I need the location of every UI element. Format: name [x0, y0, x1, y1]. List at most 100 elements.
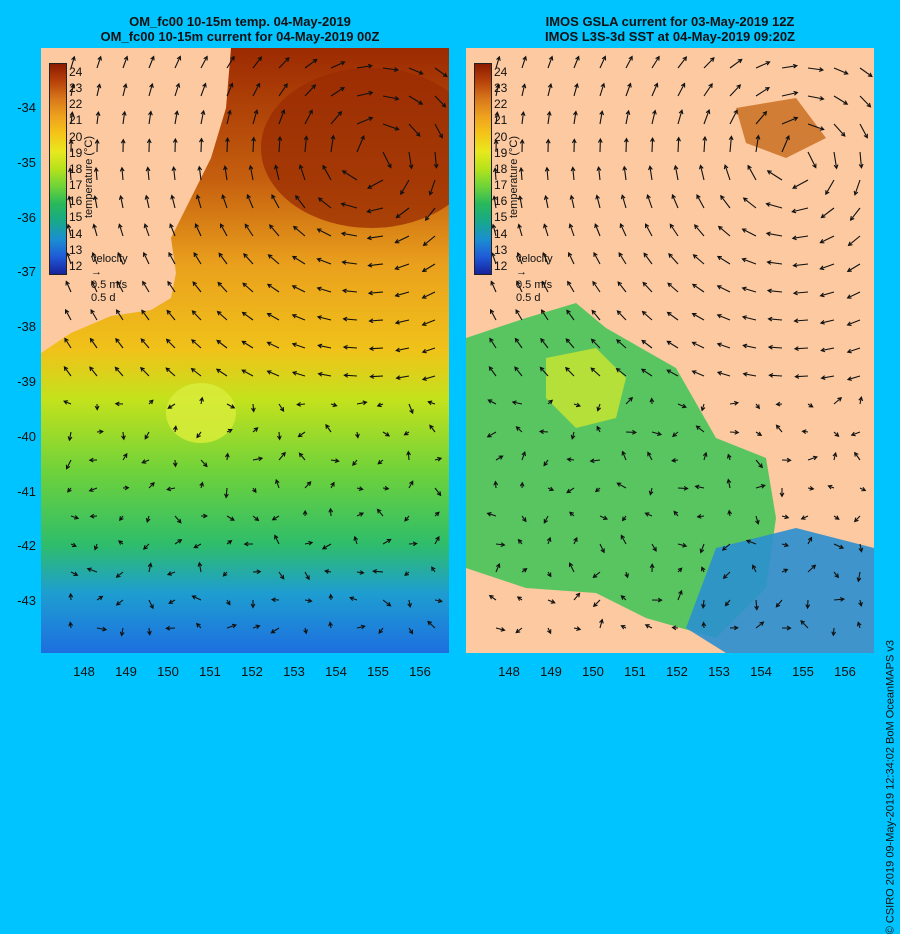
current-arrow	[70, 571, 79, 576]
current-arrow	[677, 82, 686, 97]
current-arrow	[495, 455, 504, 461]
current-arrow	[728, 135, 734, 153]
current-arrow	[356, 116, 374, 125]
current-arrow	[298, 164, 306, 181]
current-arrow	[65, 459, 72, 470]
x-tick-label: 149	[115, 664, 137, 679]
x-tick-label: 151	[199, 664, 221, 679]
current-arrow	[376, 508, 384, 517]
current-arrow	[251, 403, 256, 413]
current-arrow	[166, 486, 176, 492]
current-arrow	[545, 138, 551, 153]
colorbar-tick: 24	[494, 65, 508, 79]
current-arrow	[766, 260, 783, 265]
current-arrow	[119, 627, 125, 637]
current-arrow	[192, 281, 202, 293]
current-arrow	[721, 543, 731, 551]
current-arrow	[544, 166, 550, 181]
current-arrow	[518, 195, 523, 209]
current-arrow	[140, 338, 150, 349]
current-arrow	[377, 459, 384, 465]
current-arrow	[745, 539, 757, 545]
current-arrow	[573, 626, 582, 631]
current-arrow	[252, 456, 264, 462]
current-arrow	[196, 431, 202, 439]
current-arrow	[620, 595, 627, 601]
current-arrow	[296, 401, 306, 407]
current-arrow	[355, 431, 360, 439]
current-arrow	[856, 621, 862, 629]
current-arrow	[96, 83, 102, 97]
current-arrow	[538, 429, 549, 435]
current-arrow	[701, 621, 707, 629]
current-arrow	[819, 235, 835, 244]
current-arrow	[671, 625, 679, 631]
current-arrow	[356, 134, 365, 153]
colorbar-tick: 21	[69, 113, 83, 128]
current-arrow	[850, 431, 861, 437]
current-arrow	[141, 309, 150, 321]
current-arrow	[395, 207, 410, 219]
current-arrow	[566, 309, 575, 321]
current-arrow	[495, 55, 501, 69]
current-arrow	[702, 451, 708, 461]
right-map-panel: 24 23 22 21 20 19 18 17 16 15 14 13 12 temperature (…	[466, 48, 874, 653]
current-arrow	[434, 123, 443, 139]
current-arrow	[767, 316, 783, 322]
current-arrow	[543, 459, 549, 467]
current-arrow	[651, 597, 663, 603]
current-arrow	[831, 627, 837, 637]
current-arrow	[172, 137, 178, 153]
current-arrow	[244, 223, 254, 237]
current-arrow	[94, 403, 100, 411]
current-arrow	[792, 290, 809, 296]
current-arrow	[273, 164, 280, 181]
current-arrow	[89, 337, 98, 349]
current-arrow	[673, 164, 679, 181]
current-arrow	[165, 625, 176, 631]
current-arrow	[368, 318, 384, 324]
current-arrow	[395, 375, 410, 380]
left-map-panel: 24 23 22 21 20 19 18 17 16 15 14 13 12 temperature (…	[41, 48, 449, 653]
x-tick-label: 155	[367, 664, 389, 679]
y-tick-label: -43	[17, 593, 36, 609]
current-arrow	[277, 135, 283, 153]
current-arrow	[291, 255, 306, 265]
current-arrow	[833, 571, 840, 579]
current-arrow	[70, 542, 77, 548]
current-arrow	[792, 262, 809, 268]
current-arrow	[540, 309, 549, 321]
current-arrow	[434, 598, 443, 604]
current-arrow	[801, 429, 809, 435]
velocity-duration: 0.5 d	[91, 292, 116, 304]
current-arrow	[597, 137, 603, 153]
current-arrow	[567, 251, 575, 265]
current-arrow	[291, 285, 306, 293]
current-arrow	[226, 109, 232, 125]
current-arrow	[382, 485, 390, 491]
current-arrow	[793, 346, 809, 352]
current-arrow	[622, 165, 628, 181]
current-arrow	[516, 251, 523, 265]
current-arrow	[328, 621, 333, 629]
current-arrow	[520, 110, 526, 125]
current-arrow	[492, 195, 497, 209]
current-arrow	[599, 618, 604, 629]
current-arrow	[590, 338, 601, 349]
current-arrow	[701, 566, 706, 573]
current-arrow	[516, 596, 523, 601]
current-arrow	[651, 543, 657, 552]
current-arrow	[304, 540, 314, 546]
right-title-line1: IMOS GSLA current for 03-May-2019 12Z	[545, 14, 795, 29]
current-arrow	[565, 366, 575, 377]
current-arrow	[353, 535, 359, 545]
current-arrow	[356, 512, 365, 517]
current-arrow	[833, 123, 846, 137]
current-arrow	[649, 397, 655, 405]
current-arrow	[765, 231, 783, 237]
velocity-speed: 0.5 m/s	[91, 279, 128, 291]
current-arrow	[741, 315, 757, 321]
y-tick-label: -35	[17, 154, 36, 170]
current-arrow	[216, 310, 228, 321]
current-arrow	[493, 139, 499, 153]
